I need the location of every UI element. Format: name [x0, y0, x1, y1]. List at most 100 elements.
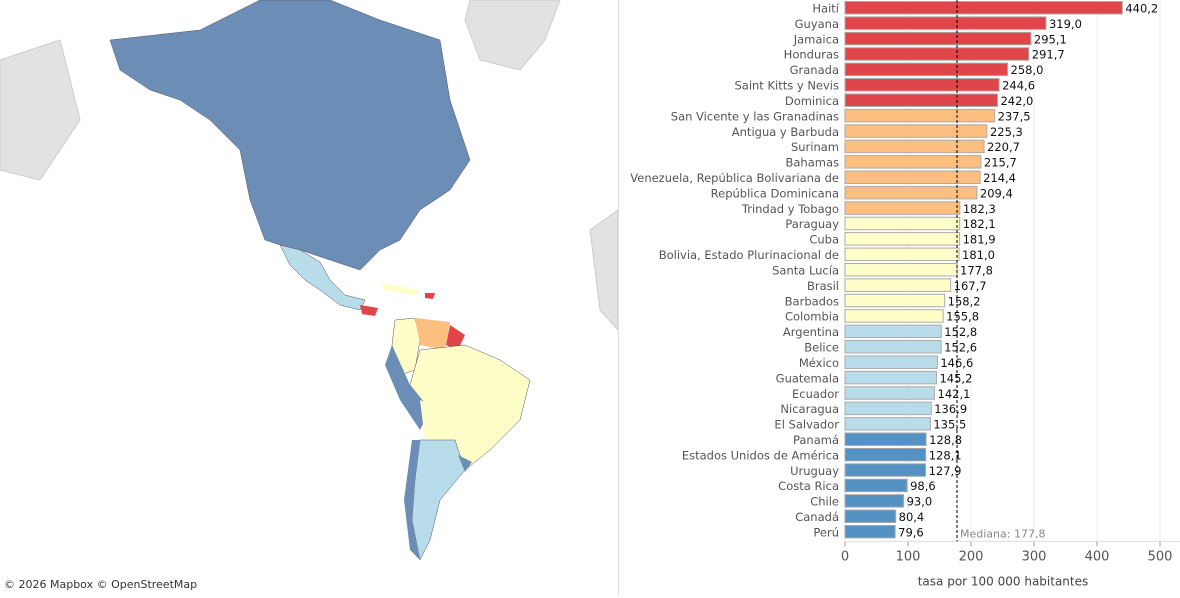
value-label: 182,1 [963, 217, 996, 231]
category-label: Costa Rica [778, 479, 839, 493]
category-label: Guyana [795, 17, 839, 31]
category-label: Dominica [785, 94, 839, 108]
value-label: 181,9 [963, 233, 996, 247]
asia-left [0, 39, 81, 181]
mexico [279, 244, 366, 311]
bar [844, 62, 1009, 77]
bar [844, 478, 908, 493]
north-america [109, 0, 471, 271]
x-axis-title: tasa por 100 000 habitantes [918, 574, 1089, 588]
category-label: México [799, 356, 839, 370]
category-label: Chile [810, 495, 839, 509]
bar [844, 1, 1123, 15]
value-label: 155,8 [946, 310, 979, 324]
bar [844, 463, 927, 477]
value-label: 295,1 [1034, 32, 1067, 46]
value-label: 225,3 [990, 125, 1023, 139]
bar [844, 417, 931, 431]
value-label: 440,2 [1125, 2, 1158, 16]
bar [844, 340, 942, 354]
value-label: 177,8 [960, 263, 993, 277]
bar [844, 278, 952, 292]
bar [844, 31, 1032, 46]
value-label: 152,8 [944, 325, 977, 339]
bar [844, 124, 988, 138]
category-label: República Dominicana [711, 186, 839, 200]
category-label: Barbados [785, 294, 839, 308]
uruguay [458, 455, 472, 472]
bar [844, 16, 1047, 30]
value-label: 128,1 [929, 448, 962, 462]
value-label: 319,0 [1049, 17, 1082, 31]
bar [844, 401, 932, 416]
bar [844, 108, 996, 123]
value-label: 214,4 [983, 171, 1016, 185]
value-label: 136,9 [934, 402, 967, 416]
bar [844, 170, 981, 185]
category-label: Honduras [784, 48, 839, 62]
value-label: 135,5 [933, 418, 966, 432]
category-label: Bolivia, Estado Plurinacional de [659, 248, 839, 262]
x-tick-label: 400 [1085, 549, 1110, 564]
median-label: Mediana: 177,8 [960, 527, 1045, 540]
peru-ecuador [385, 345, 430, 430]
value-label: 80,4 [899, 510, 925, 524]
central-america [360, 305, 378, 316]
bar [844, 370, 937, 385]
category-label: Surinam [791, 140, 839, 154]
value-label: 127,9 [929, 464, 962, 478]
value-label: 182,3 [963, 202, 996, 216]
category-label: Cuba [809, 233, 839, 247]
category-label: Belice [804, 341, 839, 355]
value-label: 158,2 [948, 294, 981, 308]
bar [844, 93, 998, 107]
bar [844, 494, 905, 508]
bar [844, 386, 936, 400]
category-label: San Vicente y las Granadinas [671, 109, 839, 123]
category-label: Perú [813, 525, 839, 539]
category-label: Estados Unidos de América [682, 448, 839, 462]
x-tick-label: 200 [959, 549, 984, 564]
choropleth-map[interactable]: © 2026 Mapbox © OpenStreetMap [0, 0, 619, 594]
category-label: Ecuador [792, 387, 839, 401]
value-label: 152,6 [944, 341, 977, 355]
bolivia [420, 400, 445, 440]
category-label: Nicaragua [780, 402, 839, 416]
bar [844, 201, 961, 215]
value-label: 258,0 [1011, 63, 1044, 77]
x-tick-label: 500 [1148, 549, 1173, 564]
value-label: 237,5 [998, 109, 1031, 123]
category-label: Guatemala [776, 371, 839, 385]
value-label: 291,7 [1032, 48, 1065, 62]
bar [844, 262, 958, 277]
category-label: Jamaica [793, 32, 839, 46]
value-label: 98,6 [910, 479, 936, 493]
bar [844, 78, 1000, 92]
value-label: 145,2 [939, 371, 972, 385]
category-label: Haití [812, 2, 839, 16]
venezuela [415, 318, 450, 350]
map-canvas[interactable] [0, 0, 619, 594]
argentina [411, 439, 466, 561]
value-label: 209,4 [980, 186, 1013, 200]
bar [844, 432, 927, 446]
category-label: Antigua y Barbuda [732, 125, 839, 139]
category-label: Brasil [807, 279, 839, 293]
europe-africa [589, 209, 619, 332]
category-label: Paraguay [785, 217, 839, 231]
x-tick-label: 100 [896, 549, 921, 564]
bar [844, 216, 961, 231]
bar [844, 524, 896, 539]
x-tick-label: 300 [1022, 549, 1047, 564]
value-label: 128,8 [929, 433, 962, 447]
value-label: 244,6 [1002, 79, 1035, 93]
category-label: Canadá [795, 510, 839, 524]
category-label: Panamá [793, 433, 839, 447]
value-label: 142,1 [938, 387, 971, 401]
category-label: Trindad y Tobago [741, 202, 839, 216]
bar [844, 185, 978, 200]
bar [844, 247, 960, 262]
guyana [446, 325, 465, 350]
chile [404, 440, 420, 560]
category-label: Saint Kitts y Nevis [734, 79, 839, 93]
